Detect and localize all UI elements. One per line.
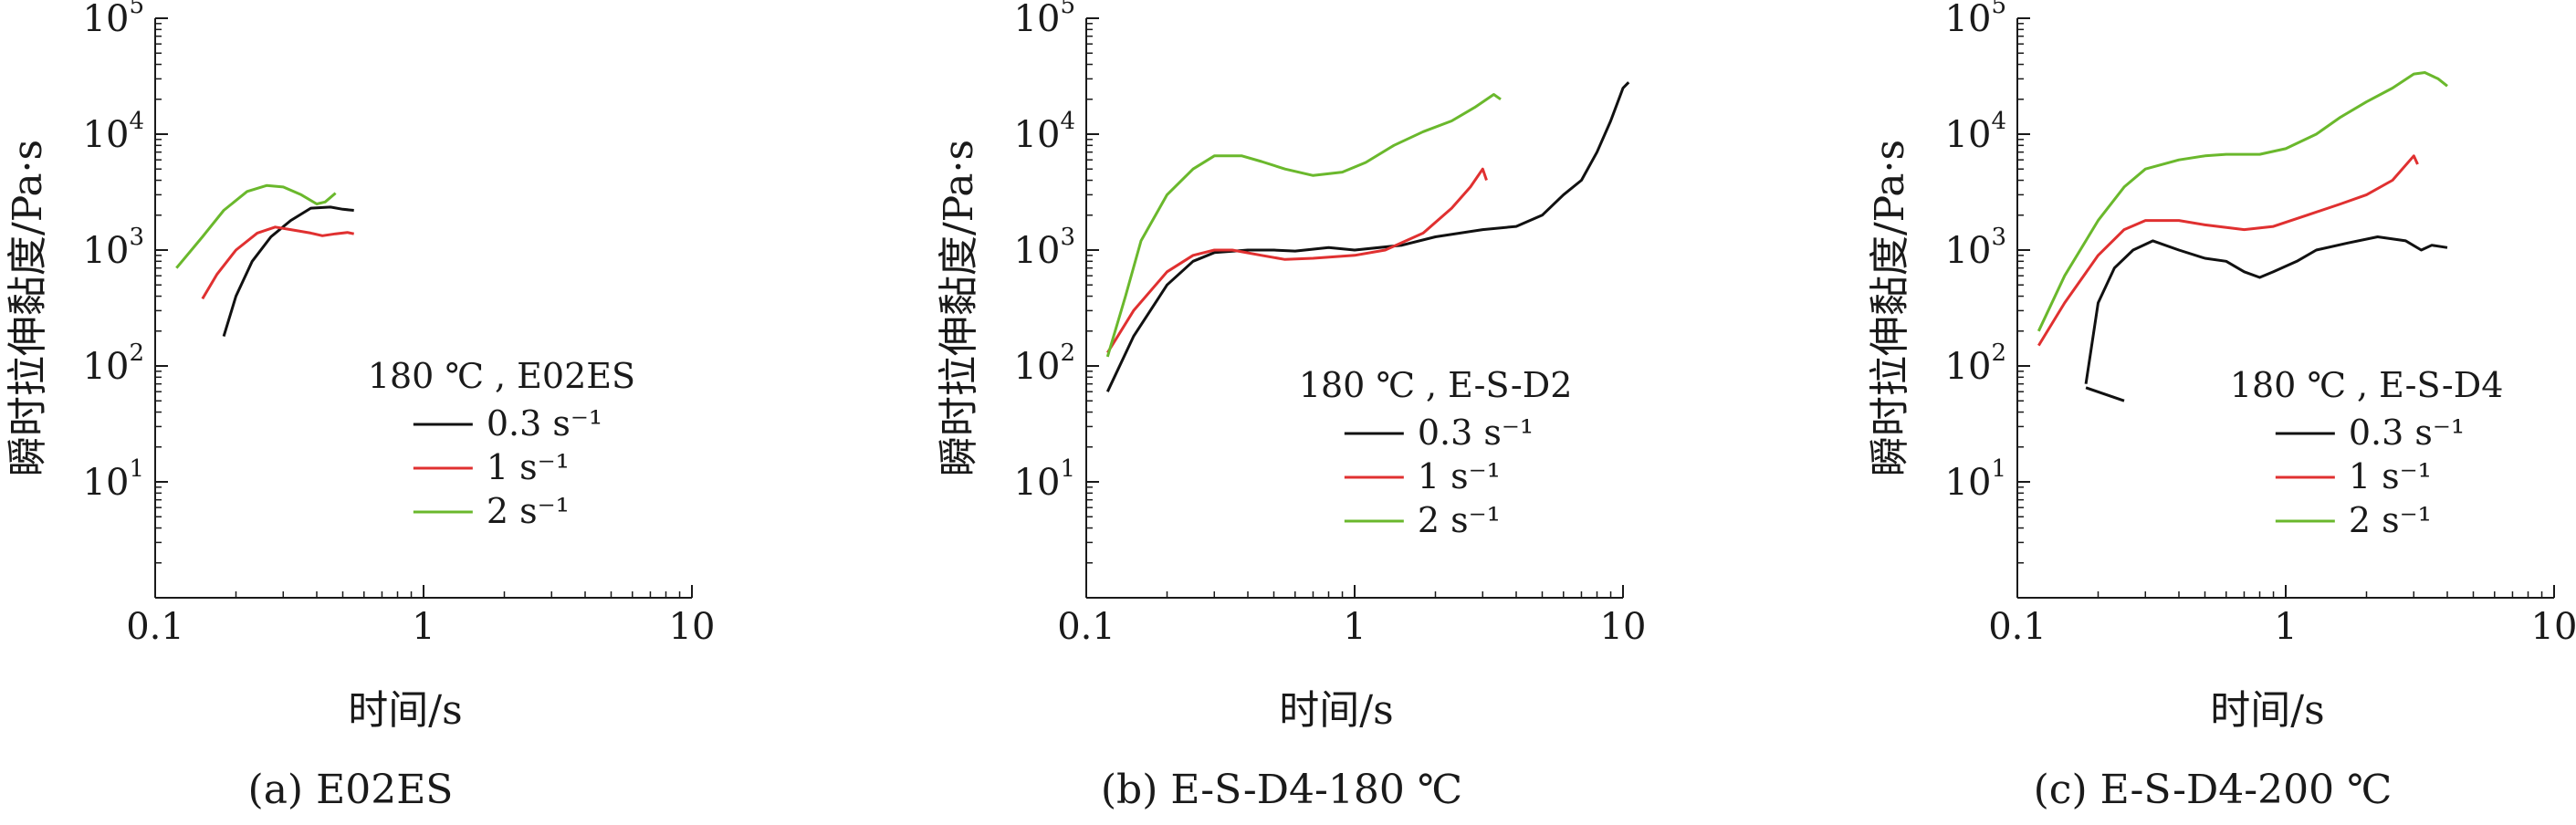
y-tick-base: 10 <box>1945 114 1992 156</box>
y-tick-base: 10 <box>1014 0 1061 40</box>
y-axis-title: 瞬时拉伸黏度/Pa·s <box>1867 140 1913 476</box>
x-tick-label: 10 <box>1600 606 1647 648</box>
y-tick-exponent: 2 <box>1060 339 1075 367</box>
y-tick-label: 104 <box>1945 108 2006 156</box>
y-tick-exponent: 2 <box>129 339 144 367</box>
x-axis-title: 时间/s <box>348 687 462 734</box>
legend-title: 180 ℃ , E02ES <box>368 356 635 396</box>
y-tick-exponent: 5 <box>1060 0 1075 19</box>
x-axis-title: 时间/s <box>1279 687 1393 734</box>
y-tick-label: 101 <box>83 455 144 504</box>
y-tick-exponent: 1 <box>1991 455 2006 483</box>
y-tick-label: 101 <box>1945 455 2006 504</box>
y-tick-base: 10 <box>1014 230 1061 272</box>
y-axis-title: 瞬时拉伸黏度/Pa·s <box>5 140 51 476</box>
series-line-1 <box>222 205 354 338</box>
legend-label-2: 1 s⁻¹ <box>1418 456 1501 496</box>
x-tick-label: 1 <box>1343 606 1366 648</box>
legend-label-1: 0.3 s⁻¹ <box>2349 412 2465 453</box>
y-tick-exponent: 2 <box>1991 339 2006 367</box>
x-tick-label: 0.1 <box>1057 606 1115 648</box>
x-tick-label: 1 <box>412 606 435 648</box>
x-tick-label: 10 <box>2531 606 2576 648</box>
panel-subtitle: (a) E02ES <box>248 767 454 813</box>
legend-title: 180 ℃ , E-S-D4 <box>2230 365 2504 405</box>
y-tick-exponent: 3 <box>1991 224 2006 251</box>
series-line-3 <box>175 183 337 269</box>
y-tick-exponent: 1 <box>1060 455 1075 483</box>
y-tick-base: 10 <box>1945 230 1992 272</box>
y-tick-base: 10 <box>1014 346 1061 388</box>
legend-label-3: 2 s⁻¹ <box>2349 500 2432 540</box>
y-tick-exponent: 3 <box>129 224 144 251</box>
legend-label-1: 0.3 s⁻¹ <box>1418 412 1534 453</box>
chart-panel-3: 0.1 1 10101102103104105时间/s瞬时拉伸黏度/Pa·s(c) … <box>1867 0 2576 813</box>
series-line-1 <box>1105 81 1630 392</box>
y-tick-base: 10 <box>1945 346 1992 388</box>
y-tick-label: 103 <box>1014 224 1075 272</box>
y-tick-label: 103 <box>83 224 144 272</box>
series-line-2 <box>1106 167 1488 354</box>
y-tick-label: 102 <box>83 339 144 388</box>
y-tick-label: 105 <box>1014 0 1075 40</box>
legend-label-2: 1 s⁻¹ <box>2349 456 2432 496</box>
chart-panel-2: 0.1 1 10101102103104105时间/s瞬时拉伸黏度/Pa·s(b) … <box>936 0 1646 813</box>
legend-label-3: 2 s⁻¹ <box>487 491 570 531</box>
y-tick-base: 10 <box>1014 462 1061 504</box>
panel-subtitle: (c) E-S-D4-200 ℃ <box>2034 767 2393 813</box>
chart-panel-1: 0.1 1 10101102103104105时间/s瞬时拉伸黏度/Pa·s(a) … <box>5 0 715 813</box>
y-tick-base: 10 <box>83 0 130 40</box>
y-tick-base: 10 <box>83 230 130 272</box>
y-tick-base: 10 <box>1945 462 1992 504</box>
x-tick-label: 0.1 <box>1988 606 2047 648</box>
series-line-3 <box>1105 93 1502 358</box>
y-tick-label: 102 <box>1014 339 1075 388</box>
y-tick-label: 102 <box>1945 339 2006 388</box>
series-line-1-seg-1 <box>2084 235 2448 384</box>
legend-label-1: 0.3 s⁻¹ <box>487 403 602 444</box>
series-line-3 <box>2037 71 2448 332</box>
series-line-2 <box>201 225 355 300</box>
y-tick-label: 101 <box>1014 455 1075 504</box>
y-tick-label: 105 <box>1945 0 2006 40</box>
y-tick-label: 103 <box>1945 224 2006 272</box>
y-tick-base: 10 <box>83 462 130 504</box>
x-axis-title: 时间/s <box>2210 687 2324 734</box>
y-tick-base: 10 <box>83 346 130 388</box>
series-line-1-seg-2 <box>2085 386 2125 402</box>
y-tick-exponent: 1 <box>129 455 144 483</box>
series-line-2 <box>2037 154 2419 347</box>
y-tick-label: 104 <box>1014 108 1075 156</box>
legend-title: 180 ℃ , E-S-D2 <box>1299 365 1573 405</box>
y-tick-exponent: 5 <box>1991 0 2006 19</box>
y-tick-exponent: 4 <box>129 108 144 135</box>
y-tick-exponent: 4 <box>1991 108 2006 135</box>
y-tick-base: 10 <box>83 114 130 156</box>
y-tick-exponent: 5 <box>129 0 144 19</box>
y-tick-base: 10 <box>1014 114 1061 156</box>
panel-subtitle: (b) E-S-D4-180 ℃ <box>1101 767 1462 813</box>
x-tick-label: 1 <box>2274 606 2297 648</box>
x-tick-label: 0.1 <box>126 606 184 648</box>
x-tick-label: 10 <box>669 606 716 648</box>
y-tick-exponent: 3 <box>1060 224 1075 251</box>
y-tick-label: 105 <box>83 0 144 40</box>
legend-label-3: 2 s⁻¹ <box>1418 500 1501 540</box>
y-tick-exponent: 4 <box>1060 108 1075 135</box>
y-tick-label: 104 <box>83 108 144 156</box>
legend-label-2: 1 s⁻¹ <box>487 447 570 487</box>
y-axis-title: 瞬时拉伸黏度/Pa·s <box>936 140 982 476</box>
y-tick-base: 10 <box>1945 0 1992 40</box>
